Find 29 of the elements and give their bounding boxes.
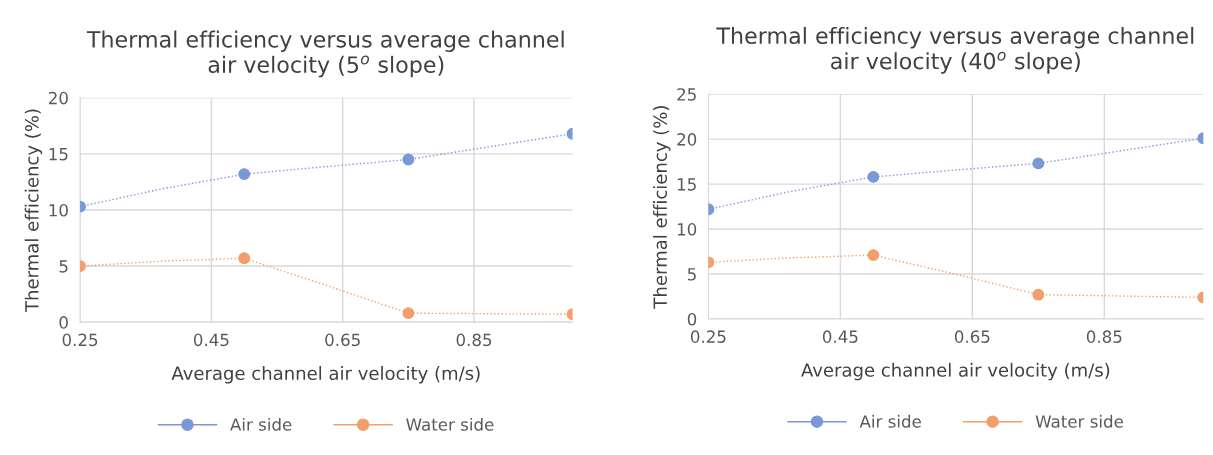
x-axis-title: Average channel air velocity (m/s)	[171, 366, 480, 384]
y-tick-label: 20	[48, 91, 68, 105]
x-tick-label: 0.85	[1086, 330, 1122, 343]
y-tick-label: 15	[677, 178, 696, 191]
legend-label: Air side	[230, 417, 292, 431]
legend-label: Air side	[859, 414, 921, 428]
legend-label: Water side	[406, 417, 494, 431]
x-tick-label: 0.65	[954, 330, 990, 343]
x-tick-label: 0.65	[325, 333, 360, 347]
y-tick-label: 5	[59, 260, 68, 273]
y-tick-label: 20	[677, 133, 697, 146]
y-tick-label: 10	[677, 223, 697, 236]
x-tick-label: 0.25	[690, 330, 726, 343]
y-axis-title: Thermal efficiency (%)	[653, 106, 671, 309]
y-tick-label: 0	[59, 316, 68, 329]
y-tick-label: 15	[49, 148, 68, 161]
y-tick-label: 5	[687, 268, 696, 281]
y-tick-label: 10	[49, 203, 68, 217]
chart-title: Thermal efficiency versus average channel air velocity (40$^{o}$ slope)	[716, 26, 1194, 74]
x-tick-label: 0.25	[62, 333, 98, 347]
y-axis-title: Thermal efficiency (%)	[24, 109, 43, 313]
y-tick-label: 25	[677, 88, 696, 101]
y-tick-label: 0	[687, 312, 697, 326]
x-tick-label: 0.45	[822, 330, 858, 343]
chart-title: Thermal efficiency versus average channel air velocity (5$^{o}$ slope)	[86, 30, 564, 78]
x-tick-label: 0.85	[456, 333, 492, 347]
x-tick-label: 0.45	[193, 333, 229, 347]
legend-label: Water side	[1035, 414, 1123, 428]
x-axis-title: Average channel air velocity (m/s)	[801, 362, 1110, 381]
